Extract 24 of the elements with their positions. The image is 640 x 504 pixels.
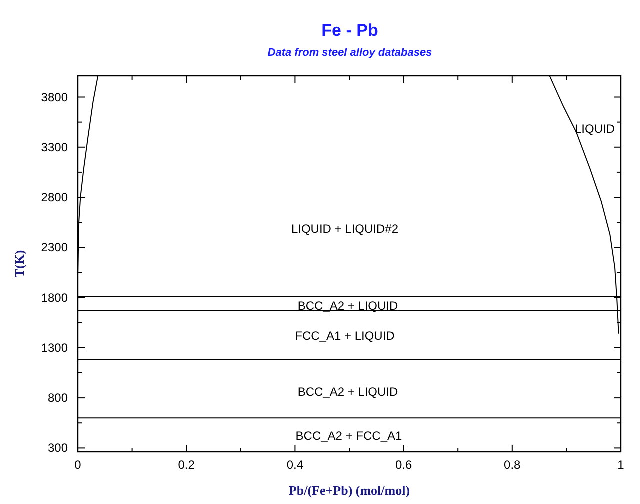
y-tick-label: 3800 [41, 90, 68, 104]
x-axis-title: Pb/(Fe+Pb) (mol/mol) [288, 483, 410, 498]
annotation: BCC_A2 + FCC_A1 [296, 429, 403, 443]
y-tick-label: 2300 [41, 240, 68, 255]
x-tick-label: 0.2 [178, 458, 196, 472]
x-tick-label: 0 [74, 458, 82, 472]
chart-subtitle: Data from steel alloy databases [268, 47, 432, 59]
y-tick-label: 3300 [41, 140, 68, 154]
y-tick-label: 2800 [41, 190, 68, 205]
x-tick-label: 1 [618, 458, 625, 472]
chart-title: Fe - Pb [322, 21, 378, 40]
annotation: FCC_A1 + LIQUID [295, 329, 396, 343]
y-tick-label: 300 [48, 441, 68, 456]
y-tick-label: 1300 [41, 340, 68, 355]
y-tick-label: 1800 [41, 290, 68, 305]
annotation: BCC_A2 + LIQUID [298, 299, 399, 313]
y-tick-label: 800 [48, 391, 68, 406]
annotation: BCC_A2 + LIQUID [298, 385, 399, 399]
x-tick-label: 0.4 [286, 458, 304, 472]
annotation: LIQUID + LIQUID#2 [291, 222, 399, 236]
x-tick-label: 0.6 [395, 458, 412, 472]
x-tick-label: 0.8 [504, 458, 522, 472]
annotation: LIQUID [574, 122, 616, 136]
y-axis-title: T(K) [12, 250, 27, 278]
